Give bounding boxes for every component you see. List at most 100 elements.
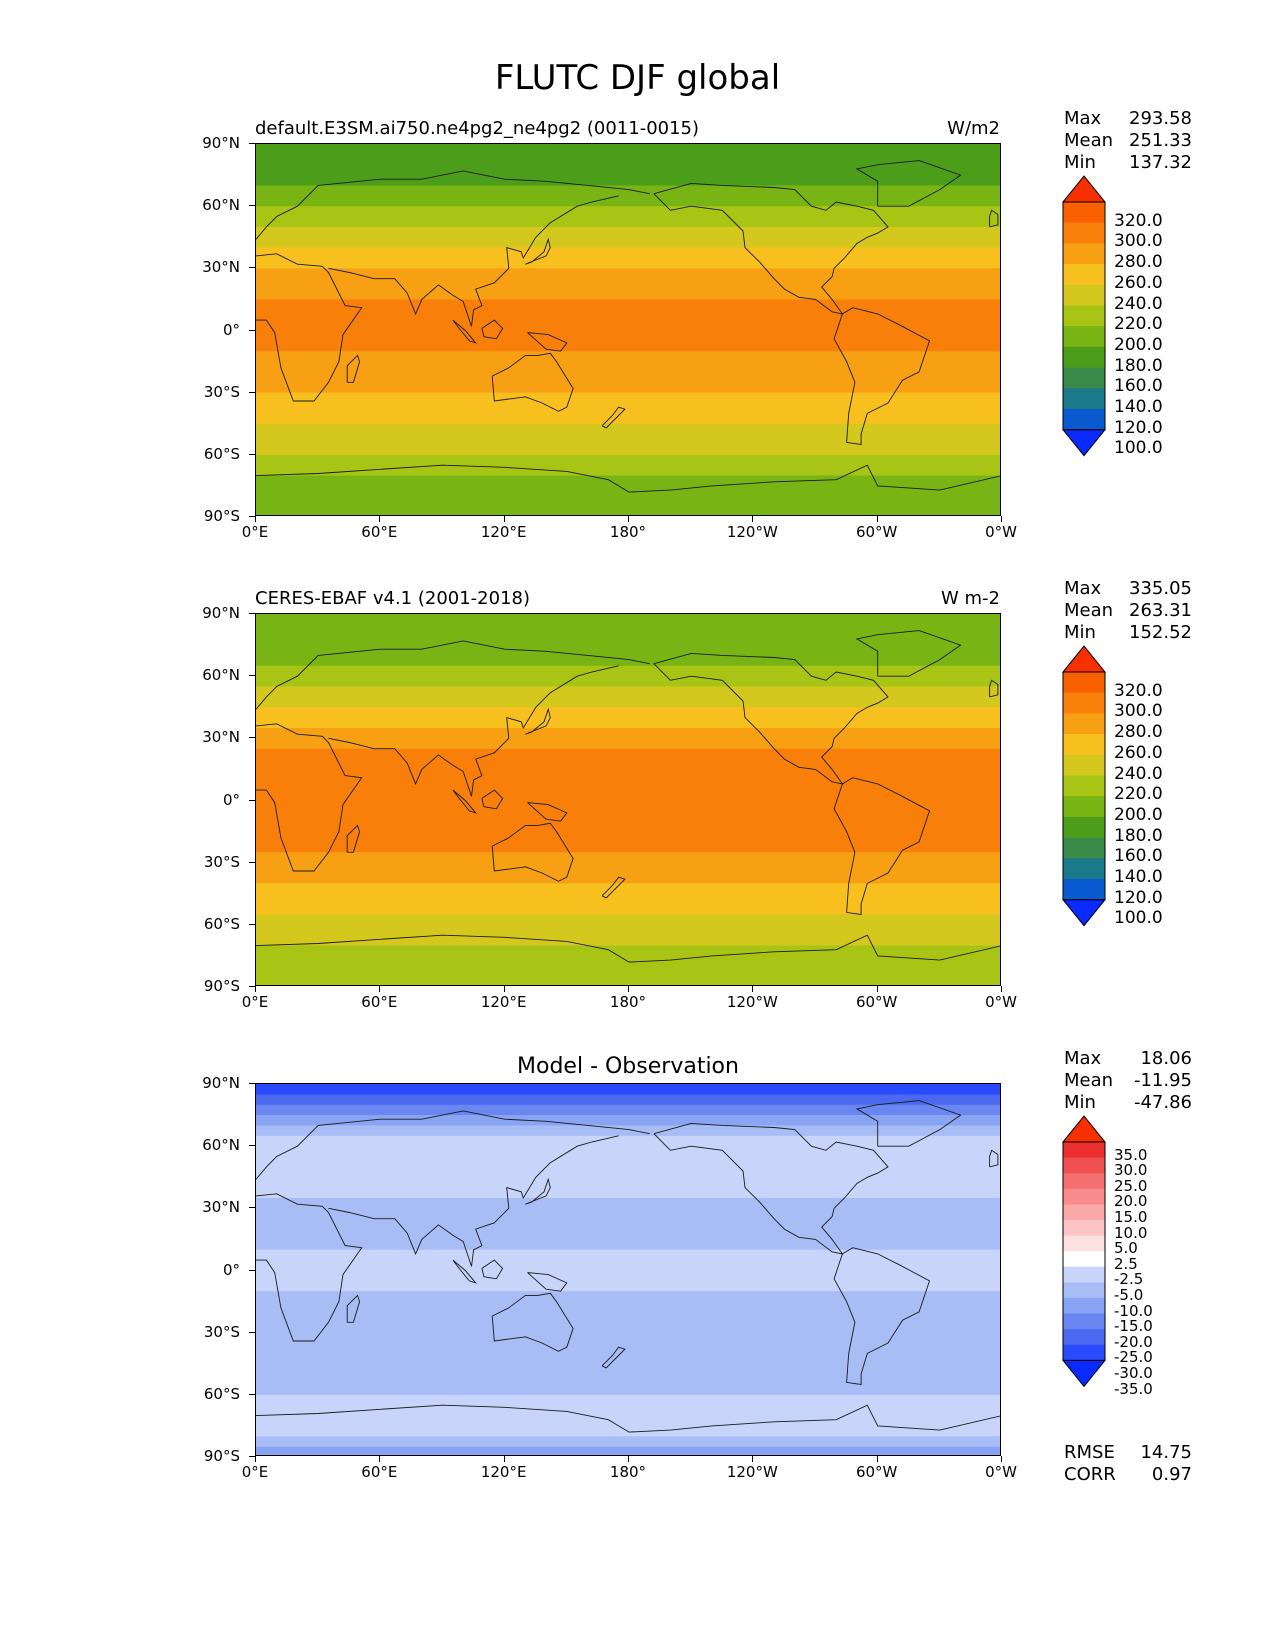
lon-tick-label: 180° xyxy=(609,523,647,541)
coastline xyxy=(525,237,551,265)
colorbar-box xyxy=(1063,878,1105,901)
colorbar-box xyxy=(1063,1219,1105,1237)
colorbar-box xyxy=(1063,1188,1105,1205)
field-band xyxy=(256,1446,1000,1455)
lat-tick xyxy=(249,205,255,207)
field-band xyxy=(256,299,1000,311)
coastline xyxy=(653,652,889,785)
field-band xyxy=(256,226,1000,238)
colorbar-box xyxy=(1063,1157,1105,1174)
lon-tick xyxy=(379,516,381,522)
max-value: 335.05 xyxy=(1129,578,1192,599)
colorbar-tick-label: 240.0 xyxy=(1114,293,1163,314)
lon-tick-label: 0°E xyxy=(241,523,269,541)
field-band xyxy=(256,1291,1000,1303)
field-band xyxy=(256,164,1000,176)
lon-tick xyxy=(1001,1456,1002,1462)
colorbar-box xyxy=(1063,1282,1105,1299)
colorbar-min-arrow xyxy=(1061,1359,1107,1388)
colorbar-tick-label: 200.0 xyxy=(1114,334,1163,355)
panel-title-left: CERES-EBAF v4.1 (2001-2018) xyxy=(255,588,531,609)
field-band xyxy=(256,154,1000,166)
field-band xyxy=(256,506,1000,515)
lat-tick-label: 60°N xyxy=(202,666,240,685)
lon-tick-label: 60°E xyxy=(361,993,398,1011)
colorbar-box xyxy=(1063,243,1105,265)
field-band xyxy=(256,444,1000,456)
colorbar-tick-label: -10.0 xyxy=(1114,1301,1153,1320)
lat-tick-label: 90°S xyxy=(203,507,240,525)
field-band xyxy=(256,1311,1000,1323)
field-band xyxy=(256,748,1000,760)
field-band xyxy=(256,779,1000,791)
field-band xyxy=(256,413,1000,425)
coastline xyxy=(328,1135,619,1267)
min-value: -47.86 xyxy=(1133,1092,1192,1113)
lat-tick-label: 0° xyxy=(222,1260,240,1279)
field-band xyxy=(256,1280,1000,1292)
field-band xyxy=(256,1343,1000,1354)
colorbar-box xyxy=(1063,201,1105,224)
colorbar-tick-label: 30.0 xyxy=(1114,1161,1148,1180)
field-band xyxy=(256,403,1000,414)
panel-units: W m-2 xyxy=(940,588,1000,609)
coastline xyxy=(601,876,626,899)
lon-tick xyxy=(379,1456,381,1462)
field-band xyxy=(256,195,1000,207)
figure-title: FLUTC DJF global xyxy=(494,58,781,98)
field-band xyxy=(256,976,1000,985)
field-band xyxy=(256,1187,1000,1199)
field-band xyxy=(256,278,1000,290)
colorbar-box xyxy=(1063,692,1105,714)
lat-tick xyxy=(249,1269,255,1271)
field-band xyxy=(256,696,1000,708)
field-band xyxy=(256,1146,1000,1158)
coastline xyxy=(855,1100,962,1147)
lon-tick-label: 120°W xyxy=(726,523,778,541)
map-plot xyxy=(255,613,1001,986)
lon-tick xyxy=(255,1456,256,1462)
field-band xyxy=(256,966,1000,978)
field-band xyxy=(256,496,1000,508)
coastline xyxy=(481,319,504,340)
colorbar-tick-label: 2.5 xyxy=(1114,1254,1138,1273)
field-band xyxy=(256,1166,1000,1178)
lat-tick-label: 60°S xyxy=(203,444,240,463)
lat-tick xyxy=(249,1331,255,1333)
field-band xyxy=(256,945,1000,957)
field-band xyxy=(256,1156,1000,1168)
lat-tick-label: 30°S xyxy=(203,1322,240,1341)
rmse-label: RMSE xyxy=(1064,1442,1115,1463)
field-band xyxy=(256,862,1000,874)
field-band xyxy=(256,1301,1000,1313)
mean-label: Mean xyxy=(1064,1070,1114,1091)
field-band xyxy=(256,1322,1000,1334)
field-band xyxy=(256,1084,1000,1095)
colorbar-min-arrow xyxy=(1061,899,1107,927)
field-band xyxy=(256,769,1000,781)
lat-tick xyxy=(249,861,255,863)
lon-tick xyxy=(752,986,754,992)
field-band xyxy=(256,634,1000,646)
colorbar-box xyxy=(1063,734,1105,756)
coastline xyxy=(989,209,999,228)
colorbar-box xyxy=(1063,754,1105,776)
coastline xyxy=(491,352,574,412)
colorbar-tick-label: -30.0 xyxy=(1114,1364,1153,1382)
colorbar-box xyxy=(1063,816,1105,839)
field-band xyxy=(256,237,1000,249)
coastline xyxy=(256,1193,363,1342)
coastline xyxy=(256,464,1000,493)
lat-tick xyxy=(249,1145,255,1147)
field-band xyxy=(256,1415,1000,1427)
colorbar-box xyxy=(1063,222,1105,244)
colorbar-max-arrow xyxy=(1061,645,1107,673)
colorbar-box xyxy=(1063,1141,1105,1159)
map-field xyxy=(256,144,1000,515)
coastline xyxy=(601,406,626,429)
coastline xyxy=(989,1149,999,1168)
coastline xyxy=(256,1110,650,1180)
field-band xyxy=(256,247,1000,259)
corr-label: CORR xyxy=(1064,1464,1116,1485)
lat-tick-label: 0° xyxy=(222,790,240,809)
